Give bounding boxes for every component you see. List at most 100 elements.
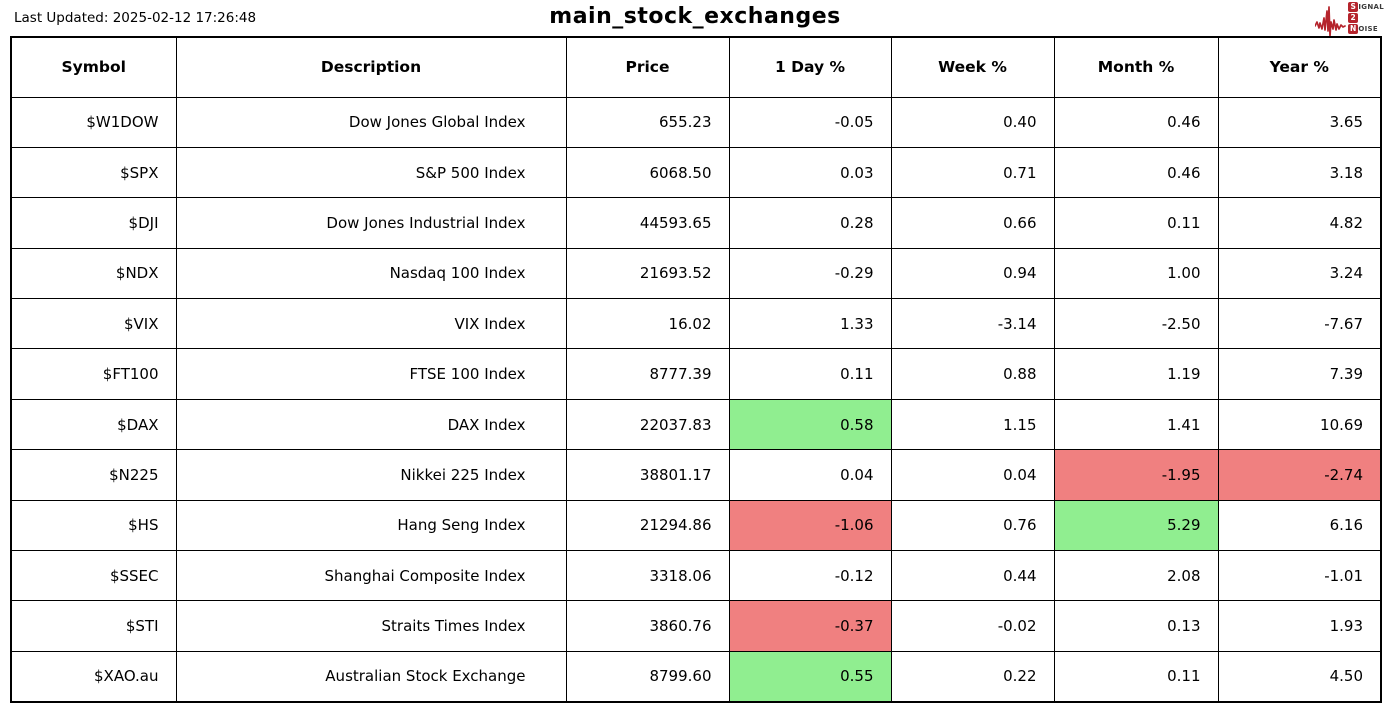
description-cell: Australian Stock Exchange — [175, 650, 567, 703]
column-header-price: Price — [565, 36, 730, 98]
table-row: $VIX VIX Index 16.02 1.33 -3.14 -2.50 -7.67 — [10, 298, 1382, 350]
symbol-cell: $W1DOW — [10, 96, 177, 148]
symbol-cell: $N225 — [10, 449, 177, 501]
year-percent-cell: -1.01 — [1217, 550, 1382, 602]
symbol-cell: $FT100 — [10, 348, 177, 400]
table-row: $N225 Nikkei 225 Index 38801.17 0.04 0.04 -1.… — [10, 449, 1382, 501]
logo-rest-oise: OISE — [1358, 25, 1378, 33]
symbol-cell: $DJI — [10, 197, 177, 249]
price-cell: 16.02 — [565, 298, 730, 350]
symbol-cell: $SSEC — [10, 550, 177, 602]
logo-line-2: 2 — [1348, 13, 1384, 23]
week-percent-cell: 0.04 — [890, 449, 1055, 501]
week-percent-cell: 0.40 — [890, 96, 1055, 148]
description-cell: Nasdaq 100 Index — [175, 247, 567, 300]
symbol-cell: $SPX — [10, 146, 177, 199]
column-header-description: Description — [175, 36, 567, 98]
day-percent-cell: -0.37 — [728, 600, 892, 652]
month-percent-cell: 1.41 — [1053, 398, 1219, 451]
logo-letter-s: S — [1348, 2, 1358, 12]
year-percent-cell: 7.39 — [1217, 348, 1382, 400]
year-percent-cell: 4.82 — [1217, 197, 1382, 249]
logo-letter-n: N — [1348, 24, 1358, 34]
year-percent-cell: 3.24 — [1217, 247, 1382, 300]
table-row: $HS Hang Seng Index 21294.86 -1.06 0.76 5.29 6… — [10, 499, 1382, 552]
description-cell: S&P 500 Index — [175, 146, 567, 199]
week-percent-cell: 0.76 — [890, 499, 1055, 552]
price-cell: 8777.39 — [565, 348, 730, 400]
column-header-year-percent: Year % — [1217, 36, 1382, 98]
year-percent-cell: 4.50 — [1217, 650, 1382, 703]
table-row: $W1DOW Dow Jones Global Index 655.23 -0.05 0… — [10, 96, 1382, 148]
year-percent-cell: -2.74 — [1217, 449, 1382, 501]
month-percent-cell: 0.11 — [1053, 197, 1219, 249]
month-percent-cell: 0.46 — [1053, 96, 1219, 148]
waveform-icon — [1315, 6, 1347, 37]
signal2noise-logo: S IGNAL 2 N OISE — [1315, 2, 1384, 37]
last-updated-label: Last Updated: 2025-02-12 17:26:48 — [14, 10, 257, 26]
description-cell: Shanghai Composite Index — [175, 550, 567, 602]
symbol-cell: $HS — [10, 499, 177, 552]
price-cell: 38801.17 — [565, 449, 730, 501]
month-percent-cell: 0.11 — [1053, 650, 1219, 703]
year-percent-cell: 1.93 — [1217, 600, 1382, 652]
day-percent-cell: 1.33 — [728, 298, 892, 350]
week-percent-cell: -3.14 — [890, 298, 1055, 350]
day-percent-cell: 0.55 — [728, 650, 892, 703]
month-percent-cell: -1.95 — [1053, 449, 1219, 501]
day-percent-cell: -1.06 — [728, 499, 892, 552]
price-cell: 8799.60 — [565, 650, 730, 703]
column-header-day-percent: 1 Day % — [728, 36, 892, 98]
price-cell: 44593.65 — [565, 197, 730, 249]
table-row: $SPX S&P 500 Index 6068.50 0.03 0.71 0.46 3.18 — [10, 146, 1382, 199]
stock-exchanges-table: Symbol Description Price 1 Day % Week % … — [10, 36, 1382, 703]
description-cell: Hang Seng Index — [175, 499, 567, 552]
day-percent-cell: 0.11 — [728, 348, 892, 400]
table-row: $SSEC Shanghai Composite Index 3318.06 -0.1… — [10, 550, 1382, 602]
table-row: $STI Straits Times Index 3860.76 -0.37 -0.02… — [10, 600, 1382, 652]
description-cell: VIX Index — [175, 298, 567, 350]
table-row: $DAX DAX Index 22037.83 0.58 1.15 1.41 10.69 — [10, 398, 1382, 451]
table-row: $FT100 FTSE 100 Index 8777.39 0.11 0.88 1.19 7… — [10, 348, 1382, 400]
day-percent-cell: -0.12 — [728, 550, 892, 602]
logo-letter-2: 2 — [1348, 13, 1358, 23]
day-percent-cell: 0.28 — [728, 197, 892, 249]
price-cell: 6068.50 — [565, 146, 730, 199]
day-percent-cell: -0.05 — [728, 96, 892, 148]
table-body: $W1DOW Dow Jones Global Index 655.23 -0.05 0… — [10, 96, 1382, 703]
column-header-symbol: Symbol — [10, 36, 177, 98]
month-percent-cell: 1.00 — [1053, 247, 1219, 300]
symbol-cell: $XAO.au — [10, 650, 177, 703]
price-cell: 21693.52 — [565, 247, 730, 300]
price-cell: 655.23 — [565, 96, 730, 148]
price-cell: 3860.76 — [565, 600, 730, 652]
logo-line-signal: S IGNAL — [1348, 2, 1384, 12]
week-percent-cell: 0.22 — [890, 650, 1055, 703]
day-percent-cell: 0.58 — [728, 398, 892, 451]
symbol-cell: $NDX — [10, 247, 177, 300]
day-percent-cell: 0.03 — [728, 146, 892, 199]
table-row: $XAO.au Australian Stock Exchange 8799.60 0… — [10, 650, 1382, 703]
description-cell: DAX Index — [175, 398, 567, 451]
month-percent-cell: 1.19 — [1053, 348, 1219, 400]
week-percent-cell: -0.02 — [890, 600, 1055, 652]
symbol-cell: $DAX — [10, 398, 177, 451]
month-percent-cell: 0.13 — [1053, 600, 1219, 652]
week-percent-cell: 0.94 — [890, 247, 1055, 300]
price-cell: 21294.86 — [565, 499, 730, 552]
logo-line-noise: N OISE — [1348, 24, 1384, 34]
table-row: $DJI Dow Jones Industrial Index 44593.65 0.… — [10, 197, 1382, 249]
column-header-week-percent: Week % — [890, 36, 1055, 98]
year-percent-cell: 6.16 — [1217, 499, 1382, 552]
description-cell: Nikkei 225 Index — [175, 449, 567, 501]
day-percent-cell: 0.04 — [728, 449, 892, 501]
table-header-row: Symbol Description Price 1 Day % Week % … — [10, 36, 1382, 98]
logo-rest-ignal: IGNAL — [1358, 3, 1384, 11]
description-cell: Dow Jones Global Index — [175, 96, 567, 148]
price-cell: 22037.83 — [565, 398, 730, 451]
week-percent-cell: 0.44 — [890, 550, 1055, 602]
week-percent-cell: 1.15 — [890, 398, 1055, 451]
symbol-cell: $STI — [10, 600, 177, 652]
description-cell: Straits Times Index — [175, 600, 567, 652]
description-cell: FTSE 100 Index — [175, 348, 567, 400]
